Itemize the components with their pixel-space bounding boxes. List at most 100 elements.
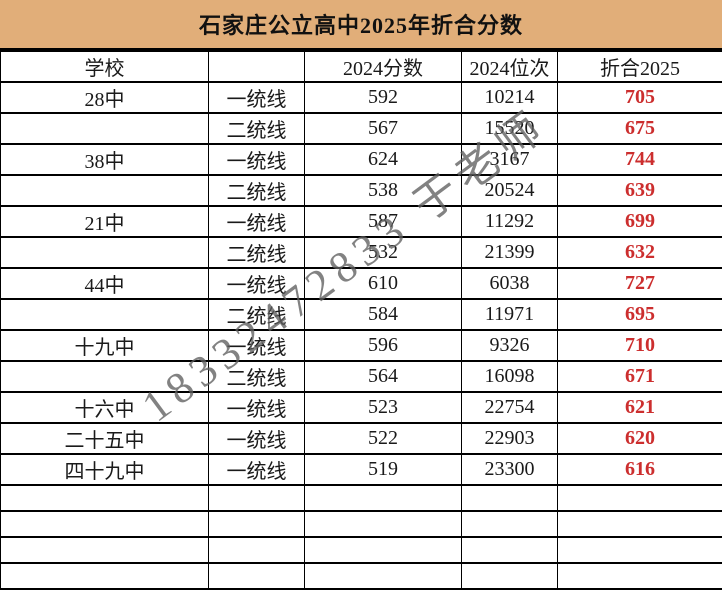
cell-score-2024: 592 bbox=[305, 82, 462, 113]
cell-school: 38中 bbox=[1, 144, 209, 175]
cell-rank-2024: 11971 bbox=[462, 299, 558, 330]
cell-score-2024 bbox=[305, 563, 462, 589]
cell-converted-2025: 699 bbox=[558, 206, 722, 237]
cell-rank-2024: 15520 bbox=[462, 113, 558, 144]
cell-line-type: 一统线 bbox=[209, 268, 305, 299]
cell-rank-2024: 22903 bbox=[462, 423, 558, 454]
table-row bbox=[1, 511, 722, 537]
cell-score-2024 bbox=[305, 537, 462, 563]
cell-line-type: 一统线 bbox=[209, 392, 305, 423]
header-converted-2025: 折合2025 bbox=[558, 51, 722, 82]
cell-converted-2025: 695 bbox=[558, 299, 722, 330]
header-row: 学校 2024分数 2024位次 折合2025 bbox=[1, 51, 722, 82]
cell-school: 28中 bbox=[1, 82, 209, 113]
title-band: 石家庄公立高中2025年折合分数 bbox=[0, 0, 722, 50]
cell-score-2024: 538 bbox=[305, 175, 462, 206]
cell-score-2024 bbox=[305, 511, 462, 537]
cell-school: 十九中 bbox=[1, 330, 209, 361]
cell-line-type bbox=[209, 511, 305, 537]
cell-rank-2024: 9326 bbox=[462, 330, 558, 361]
cell-rank-2024: 6038 bbox=[462, 268, 558, 299]
cell-rank-2024: 21399 bbox=[462, 237, 558, 268]
cell-rank-2024 bbox=[462, 537, 558, 563]
header-score-2024: 2024分数 bbox=[305, 51, 462, 82]
cell-converted-2025: 675 bbox=[558, 113, 722, 144]
cell-line-type: 一统线 bbox=[209, 82, 305, 113]
cell-line-type: 一统线 bbox=[209, 206, 305, 237]
cell-line-type: 一统线 bbox=[209, 454, 305, 485]
cell-score-2024: 564 bbox=[305, 361, 462, 392]
cell-school bbox=[1, 299, 209, 330]
cell-school bbox=[1, 113, 209, 144]
cell-score-2024: 587 bbox=[305, 206, 462, 237]
cell-converted-2025 bbox=[558, 511, 722, 537]
cell-score-2024: 610 bbox=[305, 268, 462, 299]
cell-line-type: 二统线 bbox=[209, 175, 305, 206]
cell-converted-2025: 671 bbox=[558, 361, 722, 392]
cell-line-type: 二统线 bbox=[209, 361, 305, 392]
header-line-type bbox=[209, 51, 305, 82]
cell-score-2024: 596 bbox=[305, 330, 462, 361]
cell-rank-2024: 22754 bbox=[462, 392, 558, 423]
cell-school: 44中 bbox=[1, 268, 209, 299]
table-row bbox=[1, 563, 722, 589]
cell-converted-2025 bbox=[558, 537, 722, 563]
cell-score-2024: 523 bbox=[305, 392, 462, 423]
cell-score-2024 bbox=[305, 485, 462, 511]
cell-school bbox=[1, 237, 209, 268]
cell-rank-2024 bbox=[462, 485, 558, 511]
cell-converted-2025: 710 bbox=[558, 330, 722, 361]
cell-converted-2025 bbox=[558, 563, 722, 589]
cell-score-2024: 584 bbox=[305, 299, 462, 330]
cell-rank-2024: 3167 bbox=[462, 144, 558, 175]
cell-line-type: 一统线 bbox=[209, 144, 305, 175]
cell-rank-2024: 23300 bbox=[462, 454, 558, 485]
cell-score-2024: 522 bbox=[305, 423, 462, 454]
cell-converted-2025: 744 bbox=[558, 144, 722, 175]
cell-converted-2025: 727 bbox=[558, 268, 722, 299]
cell-line-type: 二统线 bbox=[209, 299, 305, 330]
cell-school: 二十五中 bbox=[1, 423, 209, 454]
cell-converted-2025: 705 bbox=[558, 82, 722, 113]
score-sheet: 石家庄公立高中2025年折合分数 学校 2024分数 2024位次 折合2025… bbox=[0, 0, 722, 561]
cell-rank-2024 bbox=[462, 563, 558, 589]
cell-rank-2024: 11292 bbox=[462, 206, 558, 237]
cell-rank-2024: 20524 bbox=[462, 175, 558, 206]
cell-school: 21中 bbox=[1, 206, 209, 237]
header-rank-2024: 2024位次 bbox=[462, 51, 558, 82]
cell-rank-2024: 16098 bbox=[462, 361, 558, 392]
cell-rank-2024 bbox=[462, 511, 558, 537]
cell-school: 四十九中 bbox=[1, 454, 209, 485]
cell-score-2024: 624 bbox=[305, 144, 462, 175]
sheet-title: 石家庄公立高中2025年折合分数 bbox=[199, 8, 523, 40]
header-school: 学校 bbox=[1, 51, 209, 82]
cell-rank-2024: 10214 bbox=[462, 82, 558, 113]
cell-school bbox=[1, 361, 209, 392]
cell-school bbox=[1, 175, 209, 206]
cell-school bbox=[1, 511, 209, 537]
table-row bbox=[1, 537, 722, 563]
cell-line-type: 一统线 bbox=[209, 330, 305, 361]
cell-school bbox=[1, 563, 209, 589]
cell-school bbox=[1, 537, 209, 563]
cell-converted-2025: 620 bbox=[558, 423, 722, 454]
cell-line-type bbox=[209, 485, 305, 511]
cell-school: 十六中 bbox=[1, 392, 209, 423]
cell-line-type bbox=[209, 537, 305, 563]
cell-line-type: 二统线 bbox=[209, 113, 305, 144]
cell-converted-2025 bbox=[558, 485, 722, 511]
cell-score-2024: 532 bbox=[305, 237, 462, 268]
cell-converted-2025: 621 bbox=[558, 392, 722, 423]
